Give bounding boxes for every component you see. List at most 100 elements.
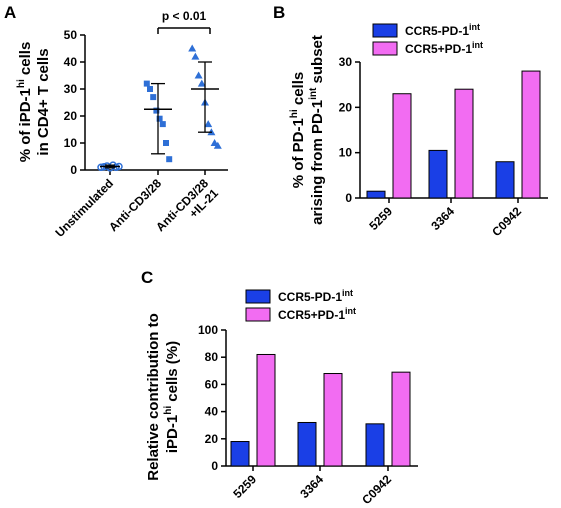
panel-c-axes: 0 20 40 60 80 100 5259 3364 C0942 Relative contri… <box>145 313 418 507</box>
panel-c-label: C <box>141 268 153 287</box>
panel-b-bar-ccr5-pos <box>392 93 412 199</box>
panel-b-legend-swatch <box>372 41 398 56</box>
panel-a-y-tick-label: 10 <box>64 136 78 150</box>
panel-b-axes: 0 10 20 30 5259 3364 C0942 % of PD-1hi cellsari… <box>289 35 548 239</box>
panel-b-legend-label-part: CCR5+PD-1 <box>405 42 472 56</box>
data-point-square <box>153 107 160 114</box>
panel-c: C 0 20 40 60 80 100 5259 3364 C0942 Relative cont… <box>141 268 418 507</box>
panel-b-y-label-line1: % of PD-1hi cells <box>289 72 307 188</box>
panel-b-x-tick-label: 3364 <box>428 204 457 233</box>
panel-a-significance: p < 0.01 <box>157 9 211 34</box>
panel-c-y-tick-label: 80 <box>205 350 219 364</box>
data-point-triangle <box>194 71 203 79</box>
panel-c-legend-label-superscript: int <box>342 288 353 298</box>
panel-b-y-label-line2-part: subset <box>309 35 326 88</box>
panel-c-legend-label: CCR5-PD-1int <box>278 288 353 304</box>
panel-b-legend-label: CCR5-PD-1int <box>405 22 480 38</box>
panel-c-y-tick-label: 60 <box>205 377 219 391</box>
panel-b-legend-label: CCR5+PD-1int <box>405 40 483 56</box>
panel-b-x-tick-label: C0942 <box>489 204 524 239</box>
panel-c-legend-swatch <box>245 289 271 304</box>
panel-c-legend-label-superscript: int <box>345 306 356 316</box>
panel-c-legend-label-part: CCR5-PD-1 <box>278 290 342 304</box>
data-point-square <box>166 156 173 163</box>
panel-c-x-tick-label: C0942 <box>359 472 394 507</box>
panel-c-y-label-line2-part: cells (%) <box>164 341 181 406</box>
data-point-square <box>163 140 169 146</box>
panel-a-y-tick-label: 50 <box>64 28 78 42</box>
panel-b-x-tick-label: 5259 <box>366 204 395 233</box>
panel-c-bar-ccr5-pos <box>391 371 411 467</box>
x-tick-label-line: Unstimulated <box>52 176 116 240</box>
p-value-annotation: p < 0.01 <box>162 9 207 23</box>
panel-b-bar-ccr5-neg <box>428 149 448 199</box>
panel-b-y-tick-label: 10 <box>339 146 353 160</box>
panel-a-label: A <box>4 3 16 22</box>
panel-a: A 01020304050UnstimulatedAnti-CD3/28Anti… <box>4 3 228 240</box>
panel-a-y-label-line1-superscript: hi <box>16 79 27 88</box>
panel-b-bar-ccr5-neg <box>366 190 386 199</box>
panel-b: B 0 10 20 30 5259 3364 C0942 % of PD-1hi cellsa… <box>273 3 548 239</box>
panel-a-y-tick-label: 40 <box>64 55 78 69</box>
panel-a-y-label-line1-part: cells <box>17 42 34 80</box>
panel-c-marks <box>230 353 411 467</box>
panel-b-bar-ccr5-pos <box>454 88 474 199</box>
data-point-square <box>159 121 166 128</box>
panel-b-bar-ccr5-neg <box>495 161 515 199</box>
data-point-square <box>156 115 163 122</box>
panel-b-bar-ccr5-pos <box>521 70 541 199</box>
panel-b-y-label-line1-part: % of PD-1 <box>290 118 307 188</box>
panel-a-y-tick-label: 30 <box>64 82 78 96</box>
panel-c-y-tick-label: 40 <box>205 405 219 419</box>
data-point-triangle <box>204 120 213 128</box>
panel-c-y-label-line1: Relative contribution to <box>145 313 162 481</box>
panel-c-y-label: Relative contribution to iPD-1hi cells (%… <box>145 313 181 481</box>
data-point-square <box>147 86 153 92</box>
panel-c-y-tick-label: 100 <box>198 323 218 337</box>
panel-b-y-tick-label: 0 <box>345 191 352 205</box>
panel-c-legend-swatch <box>245 307 271 322</box>
panel-c-y-tick-label: 0 <box>211 459 218 473</box>
panel-c-y-label-line2: iPD-1hi cells (%) <box>163 341 181 453</box>
panel-c-bar-ccr5-pos <box>323 373 343 467</box>
panel-a-y-tick-label: 20 <box>64 109 78 123</box>
panel-b-label: B <box>273 3 285 22</box>
panel-b-y-tick-label: 20 <box>339 100 353 114</box>
panel-b-y-label-line2: arising from PD-1int subset <box>308 35 326 225</box>
panel-b-legend-label-part: CCR5-PD-1 <box>405 24 469 38</box>
panel-a-y-label-line1-part: % of iPD-1 <box>17 88 34 162</box>
data-point-triangle <box>188 44 197 52</box>
panel-a-marks <box>97 44 222 172</box>
data-point-triangle <box>213 141 222 149</box>
panel-b-marks <box>366 70 541 199</box>
panel-c-legend-label: CCR5+PD-1int <box>278 306 356 322</box>
panel-b-legend-swatch <box>372 23 398 38</box>
data-point-square <box>143 80 150 87</box>
panel-b-y-label-line2-part: arising from PD-1 <box>309 100 326 225</box>
panel-a-y-label: % of iPD-1hi cells in CD4+ T cells <box>16 42 52 163</box>
panel-b-legend-label-superscript: int <box>472 40 483 50</box>
data-point-triangle <box>191 52 200 60</box>
panel-a-axes: 01020304050UnstimulatedAnti-CD3/28Anti-C… <box>16 28 228 240</box>
panel-b-y-label-line1-superscript: hi <box>289 109 300 118</box>
panel-c-bar-ccr5-neg <box>297 421 317 467</box>
panel-a-y-label-line2: in CD4+ T cells <box>35 48 52 155</box>
panel-b-y-label-line1-part: cells <box>290 72 307 110</box>
panel-a-y-label-line1: % of iPD-1hi cells <box>16 42 34 163</box>
data-point-triangle <box>197 79 206 87</box>
data-point-square <box>150 94 157 101</box>
panel-c-y-label-line2-superscript: hi <box>163 406 174 415</box>
panel-b-y-tick-label: 30 <box>339 55 353 69</box>
panel-a-y-tick-label: 0 <box>70 163 77 177</box>
panel-c-x-tick-label: 3364 <box>297 472 326 501</box>
panel-c-bar-ccr5-pos <box>256 353 276 467</box>
panel-b-legend-label-superscript: int <box>469 22 480 32</box>
panel-b-y-label-line2-superscript: int <box>308 87 319 100</box>
panel-c-x-tick-label: 5259 <box>230 472 259 501</box>
panel-c-legend-label-part: CCR5+PD-1 <box>278 308 345 322</box>
panel-a-x-tick-label: Unstimulated <box>52 176 116 240</box>
